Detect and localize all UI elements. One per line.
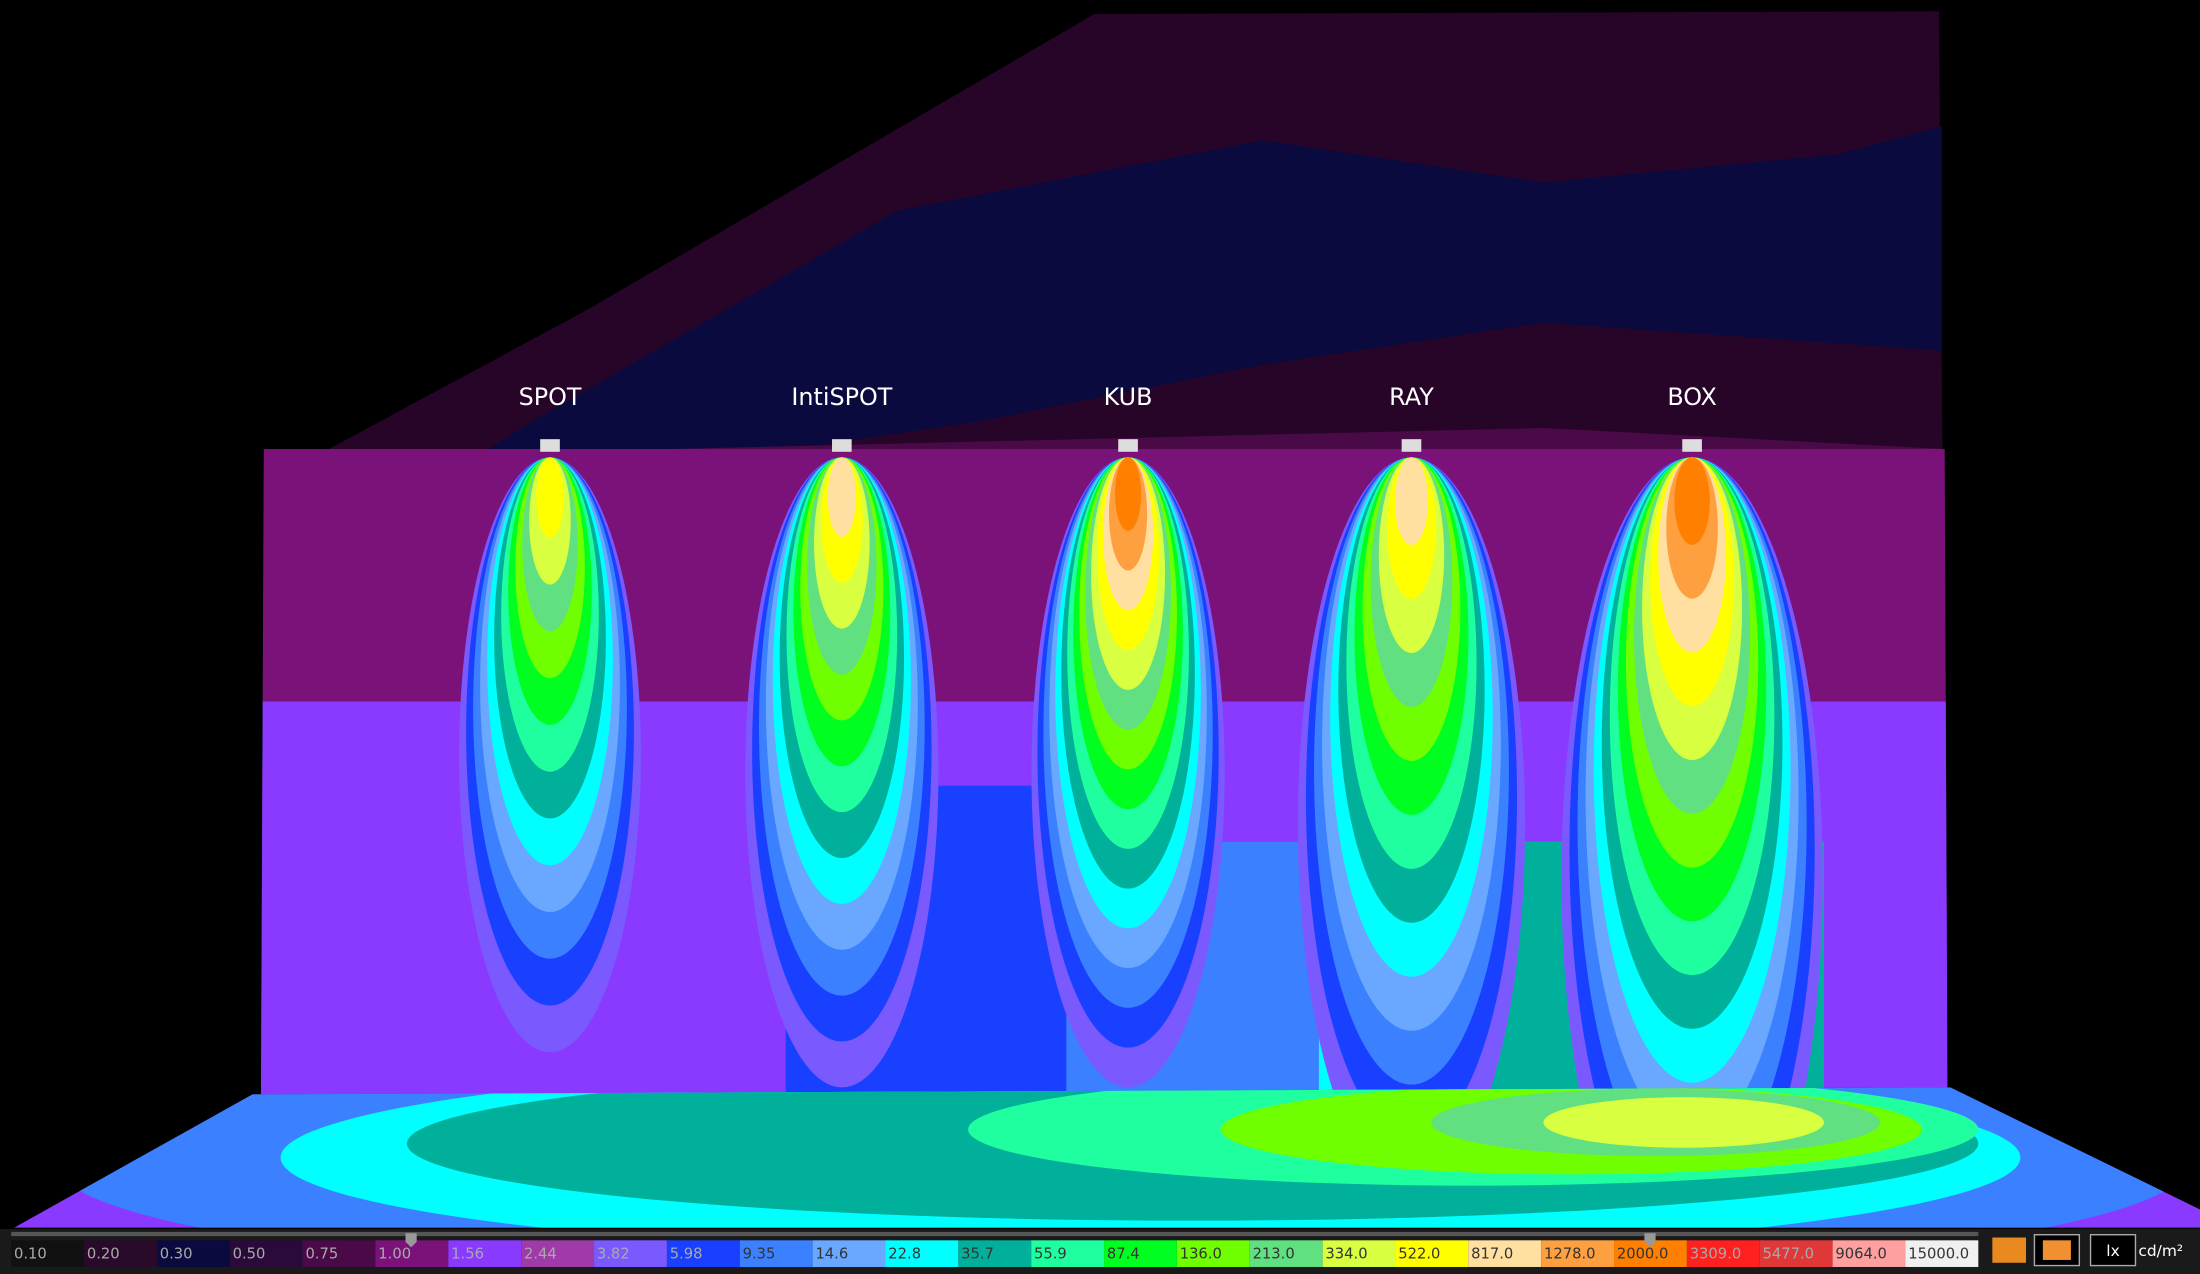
legend-value: 87.4	[1107, 1245, 1140, 1262]
palette-button[interactable]	[1992, 1237, 2027, 1263]
legend-value: 5477.0	[1763, 1245, 1815, 1262]
light-contour	[1674, 457, 1710, 545]
luminaire	[540, 439, 560, 452]
luminaire	[1682, 439, 1702, 452]
legend-swatch	[1905, 1240, 1979, 1267]
palette-swatch	[2042, 1240, 2071, 1260]
legend-value: 9064.0	[1835, 1245, 1887, 1262]
light-contour	[1114, 457, 1142, 531]
wall-lit	[260, 448, 1948, 1095]
legend-swatch	[666, 1240, 740, 1267]
legend-swatch	[885, 1240, 959, 1267]
legend-swatch	[1104, 1240, 1177, 1267]
legend-swatch	[812, 1240, 886, 1267]
legend-value: 1.00	[378, 1245, 411, 1262]
legend-swatch	[84, 1240, 157, 1267]
legend-swatch	[448, 1240, 522, 1267]
legend-value: 0.75	[305, 1245, 338, 1262]
legend-value: 136.0	[1180, 1245, 1222, 1262]
luminaire-label: IntiSPOT	[791, 383, 892, 411]
legend-swatch	[302, 1240, 376, 1267]
legend-value: 0.50	[233, 1245, 266, 1262]
legend-swatch	[11, 1240, 85, 1267]
legend-value: 14.6	[815, 1245, 848, 1262]
legend-value: 522.0	[1398, 1245, 1440, 1262]
legend-swatch	[1541, 1240, 1615, 1267]
legend-value: 1.56	[451, 1245, 484, 1262]
legend-swatch	[1031, 1240, 1105, 1267]
legend-swatch	[594, 1240, 667, 1267]
luminaire	[1401, 439, 1422, 452]
legend-value: 2000.0	[1617, 1245, 1669, 1262]
luminaire-label: KUB	[1104, 383, 1153, 411]
luminaire	[1118, 439, 1138, 452]
legend-value: 1278.0	[1544, 1245, 1596, 1262]
slider-thumb[interactable]	[1644, 1233, 1656, 1248]
legend-swatch	[958, 1240, 1032, 1267]
legend-value: 15000.0	[1908, 1245, 1969, 1262]
luminaire-label: RAY	[1389, 383, 1434, 411]
legend-swatch	[229, 1240, 303, 1267]
luminaire	[832, 439, 852, 452]
legend-value: 0.10	[14, 1245, 47, 1262]
unit-button[interactable]	[2089, 1234, 2137, 1267]
legend-value: 817.0	[1471, 1245, 1513, 1262]
legend-swatch	[1176, 1240, 1250, 1267]
legend-value: 35.7	[961, 1245, 994, 1262]
legend-swatch	[1832, 1240, 1906, 1267]
legend-value: 55.9	[1034, 1245, 1067, 1262]
light-contour	[1394, 457, 1428, 546]
legend-swatch	[521, 1240, 595, 1267]
legend-value: 0.30	[160, 1245, 193, 1262]
unit-lx[interactable]: lx	[2106, 1242, 2119, 1260]
light-contour	[536, 457, 564, 538]
legend-swatch	[739, 1240, 813, 1267]
luminaire-label: SPOT	[519, 383, 582, 411]
legend-swatch	[1468, 1240, 1542, 1267]
legend-value: 3.82	[597, 1245, 630, 1262]
light-contour	[827, 457, 856, 537]
legend-value: 9.35	[743, 1245, 776, 1262]
legend-swatch	[1395, 1240, 1469, 1267]
legend-value: 5.98	[670, 1245, 703, 1262]
legend-value: 0.20	[87, 1245, 120, 1262]
legend-swatch	[1249, 1240, 1323, 1267]
legend-swatch	[1322, 1240, 1396, 1267]
slider-thumb[interactable]	[405, 1233, 417, 1248]
legend-swatch	[1759, 1240, 1833, 1267]
legend-swatch	[1686, 1240, 1760, 1267]
legend-value: 3309.0	[1690, 1245, 1742, 1262]
unit-cdm2[interactable]: cd/m²	[2138, 1242, 2183, 1260]
wall-band	[263, 126, 1942, 590]
legend-swatch	[156, 1240, 230, 1267]
legend-value: 2.44	[524, 1245, 557, 1262]
slider-track	[11, 1231, 1979, 1237]
floor-zone	[1543, 1097, 1824, 1148]
floor	[14, 1087, 2200, 1228]
legend-value: 213.0	[1253, 1245, 1295, 1262]
legend-value: 22.8	[888, 1245, 921, 1262]
luminaire-label: BOX	[1667, 383, 1717, 411]
legend-value: 334.0	[1325, 1245, 1367, 1262]
